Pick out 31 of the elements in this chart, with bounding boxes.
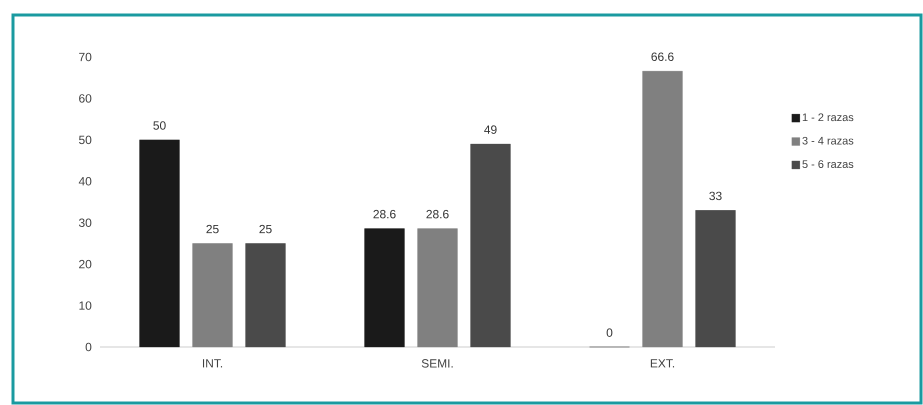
bar [695, 210, 736, 348]
y-tick-label: 60 [79, 94, 92, 103]
x-tick-label: SEMI. [422, 359, 453, 368]
y-tick-label: 20 [79, 260, 92, 268]
y-tick-label: 30 [78, 218, 92, 227]
bar [470, 144, 511, 348]
x-tick-label: EXT. [650, 359, 674, 368]
bar [417, 228, 458, 348]
data-label: 66.6 [651, 52, 674, 61]
data-label: 49 [484, 125, 497, 134]
legend-label: 3 - 4 razas [802, 136, 854, 145]
y-tick-label: 70 [79, 52, 92, 62]
data-label: 25 [206, 224, 219, 234]
bar [139, 140, 180, 348]
bar [364, 228, 405, 348]
data-label: 50 [153, 121, 166, 130]
bar [192, 243, 233, 348]
y-tick-label: 50 [79, 136, 92, 144]
x-tick-label: INT. [202, 359, 222, 368]
data-label: 0 [606, 328, 612, 337]
bar [245, 243, 286, 348]
data-label: 28.6 [373, 210, 396, 218]
y-tick-label: 10 [79, 301, 92, 310]
data-label: 28.6 [426, 210, 449, 218]
y-tick-label: 40 [78, 177, 92, 186]
legend-label: 5 - 6 razas [802, 160, 854, 168]
bar [642, 70, 683, 348]
y-tick-label: 0 [86, 342, 92, 352]
data-label: 33 [709, 192, 722, 200]
legend-label: 1 - 2 razas [802, 113, 854, 122]
data-label: 25 [259, 224, 272, 234]
